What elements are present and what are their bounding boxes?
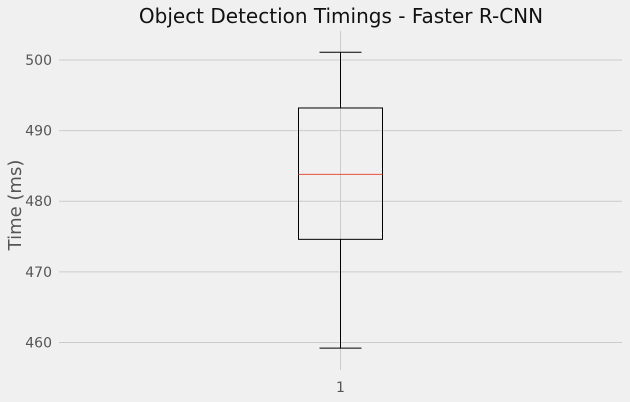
y-tick-label: 470 — [25, 265, 52, 281]
y-axis-ticks: 460 470 480 490 500 1 — [25, 53, 345, 396]
y-axis-label: Time (ms) — [5, 160, 26, 252]
chart-title: Object Detection Timings - Faster R-CNN — [139, 4, 543, 28]
interquartile-box — [298, 107, 383, 240]
x-tick-label: 1 — [336, 380, 345, 396]
y-tick-label: 460 — [25, 335, 52, 351]
y-tick-label: 480 — [25, 194, 52, 210]
y-tick-label: 500 — [25, 53, 52, 69]
box-plot-series — [298, 51, 383, 349]
y-tick-label: 490 — [25, 124, 52, 140]
box-1 — [298, 51, 383, 349]
